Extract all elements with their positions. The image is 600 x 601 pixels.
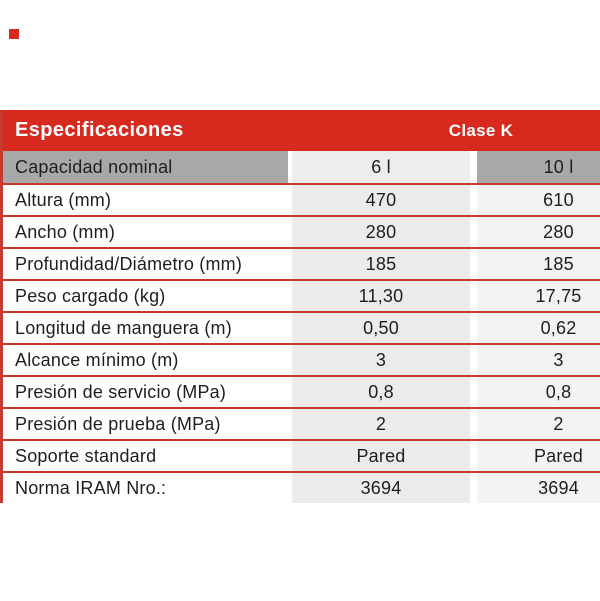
table-body: Altura (mm) 470 610 Ancho (mm) 280 280 P… bbox=[3, 183, 600, 503]
capacity-value-6l: 6 l bbox=[292, 151, 470, 183]
row-label: Presión de servicio (MPa) bbox=[15, 381, 227, 402]
table-row: Presión de servicio (MPa) 0,8 0,8 bbox=[3, 375, 600, 407]
column-gap bbox=[470, 409, 477, 439]
column-gap bbox=[470, 377, 477, 407]
capacity-value-10l: 10 l bbox=[477, 151, 600, 183]
column-gap bbox=[470, 151, 477, 183]
row-label: Soporte standard bbox=[15, 445, 157, 466]
table-row: Norma IRAM Nro.: 3694 3694 bbox=[3, 471, 600, 503]
capacity-row: Capacidad nominal 6 l 10 l bbox=[3, 151, 600, 183]
row-value-10l: 0,8 bbox=[477, 377, 600, 407]
row-label: Ancho (mm) bbox=[15, 221, 116, 242]
red-square-decoration bbox=[9, 29, 19, 39]
column-gap bbox=[288, 249, 292, 279]
row-value-6l: 3694 bbox=[292, 473, 470, 503]
row-value-6l: Pared bbox=[292, 441, 470, 471]
row-label: Alcance mínimo (m) bbox=[15, 349, 179, 370]
table-row: Longitud de manguera (m) 0,50 0,62 bbox=[3, 311, 600, 343]
column-gap bbox=[288, 313, 292, 343]
column-gap bbox=[470, 473, 477, 503]
table-row: Altura (mm) 470 610 bbox=[3, 183, 600, 215]
row-label: Norma IRAM Nro.: bbox=[15, 477, 167, 498]
column-gap bbox=[288, 151, 292, 183]
table-header-row: Especificaciones Clase K bbox=[3, 110, 600, 151]
column-gap bbox=[288, 217, 292, 247]
column-gap bbox=[288, 441, 292, 471]
table-row: Profundidad/Diámetro (mm) 185 185 bbox=[3, 247, 600, 279]
column-gap bbox=[470, 217, 477, 247]
row-value-6l: 185 bbox=[292, 249, 470, 279]
row-value-10l: 3694 bbox=[477, 473, 600, 503]
table-row: Ancho (mm) 280 280 bbox=[3, 215, 600, 247]
row-value-10l: 2 bbox=[477, 409, 600, 439]
column-gap bbox=[288, 185, 292, 215]
row-value-6l: 0,8 bbox=[292, 377, 470, 407]
row-value-10l: Pared bbox=[477, 441, 600, 471]
column-gap bbox=[470, 249, 477, 279]
column-gap bbox=[288, 377, 292, 407]
table-row: Presión de prueba (MPa) 2 2 bbox=[3, 407, 600, 439]
table-title: Especificaciones bbox=[15, 119, 184, 141]
row-value-6l: 2 bbox=[292, 409, 470, 439]
column-gap bbox=[288, 409, 292, 439]
column-gap bbox=[288, 345, 292, 375]
row-value-10l: 17,75 bbox=[477, 281, 600, 311]
row-value-6l: 11,30 bbox=[292, 281, 470, 311]
column-gap bbox=[470, 185, 477, 215]
row-value-10l: 280 bbox=[477, 217, 600, 247]
row-label: Altura (mm) bbox=[15, 189, 112, 210]
row-value-10l: 3 bbox=[477, 345, 600, 375]
row-value-10l: 0,62 bbox=[477, 313, 600, 343]
column-gap bbox=[470, 441, 477, 471]
row-label: Profundidad/Diámetro (mm) bbox=[15, 253, 243, 274]
table-row: Peso cargado (kg) 11,30 17,75 bbox=[3, 279, 600, 311]
capacity-row-label: Capacidad nominal bbox=[3, 151, 288, 183]
column-gap bbox=[470, 281, 477, 311]
row-value-10l: 185 bbox=[477, 249, 600, 279]
class-column-header: Clase K bbox=[448, 120, 514, 140]
table-row: Alcance mínimo (m) 3 3 bbox=[3, 343, 600, 375]
row-label: Peso cargado (kg) bbox=[15, 285, 166, 306]
column-gap bbox=[288, 281, 292, 311]
table-row: Soporte standard Pared Pared bbox=[3, 439, 600, 471]
column-gap bbox=[470, 345, 477, 375]
row-value-6l: 3 bbox=[292, 345, 470, 375]
column-gap bbox=[288, 473, 292, 503]
row-value-6l: 470 bbox=[292, 185, 470, 215]
specifications-table: Especificaciones Clase K Capacidad nomin… bbox=[0, 110, 600, 503]
row-value-6l: 280 bbox=[292, 217, 470, 247]
row-label: Presión de prueba (MPa) bbox=[15, 413, 221, 434]
column-gap bbox=[470, 313, 477, 343]
row-value-10l: 610 bbox=[477, 185, 600, 215]
row-value-6l: 0,50 bbox=[292, 313, 470, 343]
row-label: Longitud de manguera (m) bbox=[15, 317, 232, 338]
